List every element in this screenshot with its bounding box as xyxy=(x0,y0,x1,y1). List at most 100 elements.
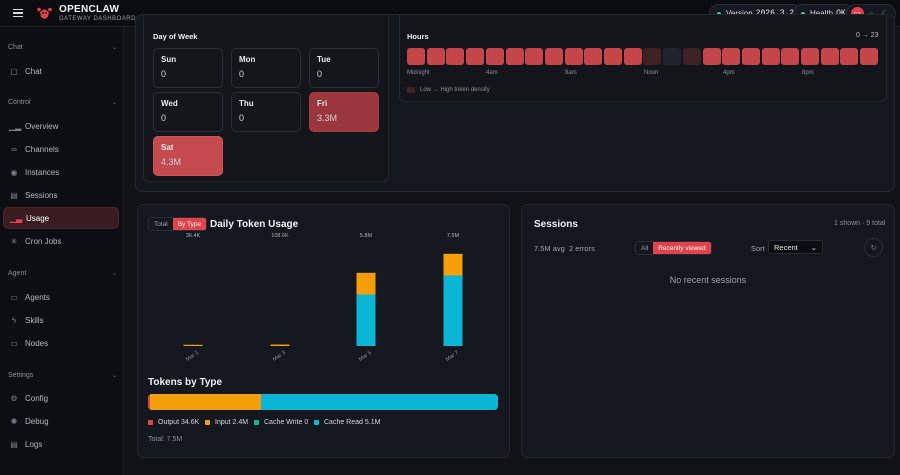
health-label: Health xyxy=(810,9,833,18)
health-value: OK xyxy=(836,9,846,18)
sidebar-item-label: Agents xyxy=(25,292,50,302)
day-value: 0 xyxy=(317,69,323,79)
loader-icon: ✳ xyxy=(10,236,18,246)
sidebar-section-agent[interactable]: Agent ⌄ xyxy=(8,270,117,277)
sidebar-item-label: Cron Jobs xyxy=(25,236,62,246)
density-legend: Low → High token density xyxy=(420,87,490,93)
sidebar-item-debug[interactable]: ✺ Debug xyxy=(3,410,119,432)
menu-toggle-button[interactable] xyxy=(13,9,23,17)
sidebar-item-chat[interactable]: ▢ Chat xyxy=(3,60,119,82)
tokens-segment-input xyxy=(149,394,262,410)
sidebar-item-instances[interactable]: ◉ Instances xyxy=(3,161,119,183)
sidebar-item-agents[interactable]: ▭ Agents xyxy=(3,286,119,308)
day-value: 0 xyxy=(239,69,245,79)
sun-theme-icon[interactable]: ☼ xyxy=(865,7,878,20)
hour-cell-7 xyxy=(544,48,563,65)
legend-value: 0 xyxy=(304,419,309,426)
gear-icon: ⚙ xyxy=(10,393,18,403)
day-of-week-title: Day of Week xyxy=(153,32,198,41)
sidebar-item-label: Debug xyxy=(25,416,49,426)
hour-cell-20 xyxy=(801,48,819,65)
toggle-total[interactable]: Total xyxy=(154,220,168,228)
sort-select[interactable]: Recent ⌄ xyxy=(768,240,823,254)
sidebar-item-skills[interactable]: ϟ Skills xyxy=(3,309,119,331)
brand-title: OPENCLAW xyxy=(59,3,120,15)
chart-mode-toggle: Total By Type xyxy=(148,217,208,231)
bar-cache-read-mar-7 xyxy=(443,275,463,346)
radio-icon: ◉ xyxy=(10,167,18,177)
tokens-by-type-title: Tokens by Type xyxy=(148,377,223,388)
legend-input: Input 2.4M xyxy=(205,419,248,426)
hour-cell-6 xyxy=(525,48,544,65)
sidebar-item-config[interactable]: ⚙ Config xyxy=(3,387,119,409)
bar-chart-icon: ▁▂ xyxy=(9,121,22,131)
bar-total-label: 36.4K xyxy=(185,233,201,239)
hour-cell-23 xyxy=(860,48,879,65)
sidebar-item-label: Overview xyxy=(25,121,59,131)
section-label: Chat xyxy=(8,44,23,51)
hour-label: Noon xyxy=(644,70,659,76)
sidebar: Chat ⌄ ▢ Chat Control ⌄ ▁▂ Overview ∞ Channel… xyxy=(0,27,124,475)
brand-subtitle: GATEWAY DASHBOARD xyxy=(59,15,136,22)
hour-cell-10 xyxy=(604,48,622,65)
hour-cell-9 xyxy=(584,48,603,65)
day-cell-sun: Sun 0 xyxy=(153,48,223,88)
sidebar-item-cron-jobs[interactable]: ✳ Cron Jobs xyxy=(3,230,119,252)
file-icon: ▤ xyxy=(10,190,18,200)
link-icon: ∞ xyxy=(11,144,17,154)
tokens-by-type-bar xyxy=(148,394,498,410)
version-label: Version xyxy=(726,9,753,18)
sidebar-item-nodes[interactable]: ▭ Nodes xyxy=(3,332,119,354)
sidebar-item-logs[interactable]: ▤ Logs xyxy=(3,433,119,455)
legend-swatch xyxy=(314,420,319,425)
sidebar-section-chat[interactable]: Chat ⌄ xyxy=(8,44,117,51)
day-label: Sun xyxy=(161,55,177,64)
tokens-total: Total: 7.5M xyxy=(148,436,183,443)
hour-cell-19 xyxy=(781,48,800,65)
sidebar-section-settings[interactable]: Settings ⌄ xyxy=(8,372,117,379)
sidebar-item-label: Logs xyxy=(25,439,43,449)
sidebar-item-label: Instances xyxy=(25,167,60,177)
lobster-logo-icon xyxy=(37,7,52,19)
day-cell-wed: Wed 0 xyxy=(153,92,223,132)
chevron-down-icon: ⌄ xyxy=(112,373,118,379)
hour-cell-2 xyxy=(446,48,465,65)
legend-cache-write: Cache Write 0 xyxy=(254,419,308,426)
day-cell-sat: Sat 4.3M xyxy=(153,136,223,176)
section-label: Agent xyxy=(8,270,27,277)
sidebar-item-channels[interactable]: ∞ Channels xyxy=(3,138,119,160)
sort-value: Recent xyxy=(774,242,798,252)
file-text-icon: ▤ xyxy=(10,439,18,449)
hour-cell-5 xyxy=(505,48,524,65)
sidebar-item-overview[interactable]: ▁▂ Overview xyxy=(3,115,119,137)
legend-cache-read: Cache Read 5.1M xyxy=(314,419,380,426)
bar-input-mar-3 xyxy=(270,344,290,346)
hour-cell-4 xyxy=(485,48,504,65)
bar-cache-read-mar-5 xyxy=(356,294,376,346)
legend-label: Cache Write xyxy=(264,419,303,426)
moon-theme-icon[interactable]: ☾ xyxy=(879,7,892,20)
sidebar-item-label: Skills xyxy=(25,315,44,325)
sessions-count: 1 shown · 9 total xyxy=(834,220,886,227)
hour-cell-1 xyxy=(426,48,445,65)
sidebar-section-control[interactable]: Control ⌄ xyxy=(8,99,117,106)
sessions-average: 7.5M avg xyxy=(534,244,565,253)
legend-value: 5.1M xyxy=(364,419,381,426)
bar-chart-icon: ▁▃ xyxy=(10,213,23,223)
refresh-icon[interactable]: ↻ xyxy=(864,238,883,257)
toggle-by-type[interactable]: By Type xyxy=(172,218,207,230)
hour-cell-8 xyxy=(564,48,583,65)
sidebar-item-label: Config xyxy=(25,393,49,403)
filter-all[interactable]: All xyxy=(641,244,649,252)
sidebar-item-sessions[interactable]: ▤ Sessions xyxy=(3,184,119,206)
sidebar-item-usage[interactable]: ▁▃ Usage xyxy=(3,207,119,229)
health-status-dot xyxy=(801,11,805,16)
day-value: 0 xyxy=(161,69,167,79)
chevron-down-icon: ⌄ xyxy=(112,271,118,277)
legend-value: 34.6K xyxy=(180,419,200,426)
bar-input-mar-1 xyxy=(183,344,203,346)
filter-recently-viewed[interactable]: Recently viewed xyxy=(653,242,711,254)
bar-input-mar-5 xyxy=(356,272,376,295)
hour-cell-15 xyxy=(702,48,721,65)
brand: OPENCLAW GATEWAY DASHBOARD xyxy=(59,3,136,22)
